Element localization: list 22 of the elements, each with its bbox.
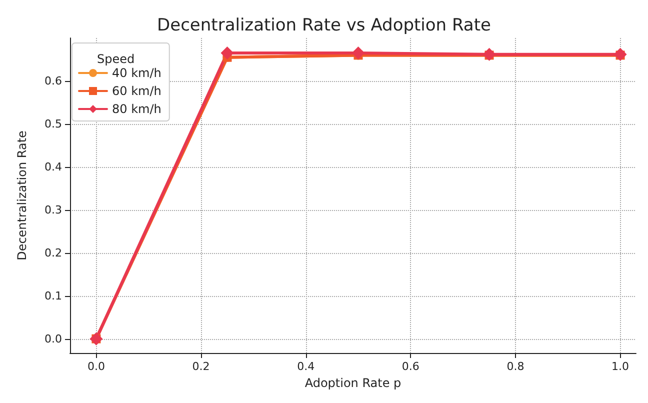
y-tick-label: 0.1 xyxy=(44,289,62,302)
x-tick-label: 0.0 xyxy=(87,360,105,373)
x-tick-label: 0.4 xyxy=(297,360,315,373)
x-tick-label: 1.0 xyxy=(612,360,630,373)
chart-title: Decentralization Rate vs Adoption Rate xyxy=(157,16,491,36)
y-tick-label: 0.2 xyxy=(44,246,62,260)
y-tick-label: 0.4 xyxy=(44,160,62,174)
y-tick-label: 0.0 xyxy=(44,332,62,346)
point xyxy=(352,46,365,60)
x-axis-title: Adoption Rate p xyxy=(304,376,402,390)
y-axis-title: Decentralization Rate xyxy=(15,130,29,260)
x-tick-label: 0.6 xyxy=(402,360,420,373)
x-tick-label: 0.2 xyxy=(192,360,210,373)
x-tick-label: 0.8 xyxy=(506,360,524,373)
y-tick-label: 0.3 xyxy=(44,203,62,216)
legend-label: 60 km/h xyxy=(112,84,162,98)
legend-label: 40 km/h xyxy=(112,66,162,80)
y-tick-label: 0.6 xyxy=(44,74,62,88)
legend-title: Speed xyxy=(97,52,135,66)
point xyxy=(220,46,234,60)
legend-label: 80 km/h xyxy=(112,102,162,116)
y-tick-label: 0.5 xyxy=(44,117,62,130)
